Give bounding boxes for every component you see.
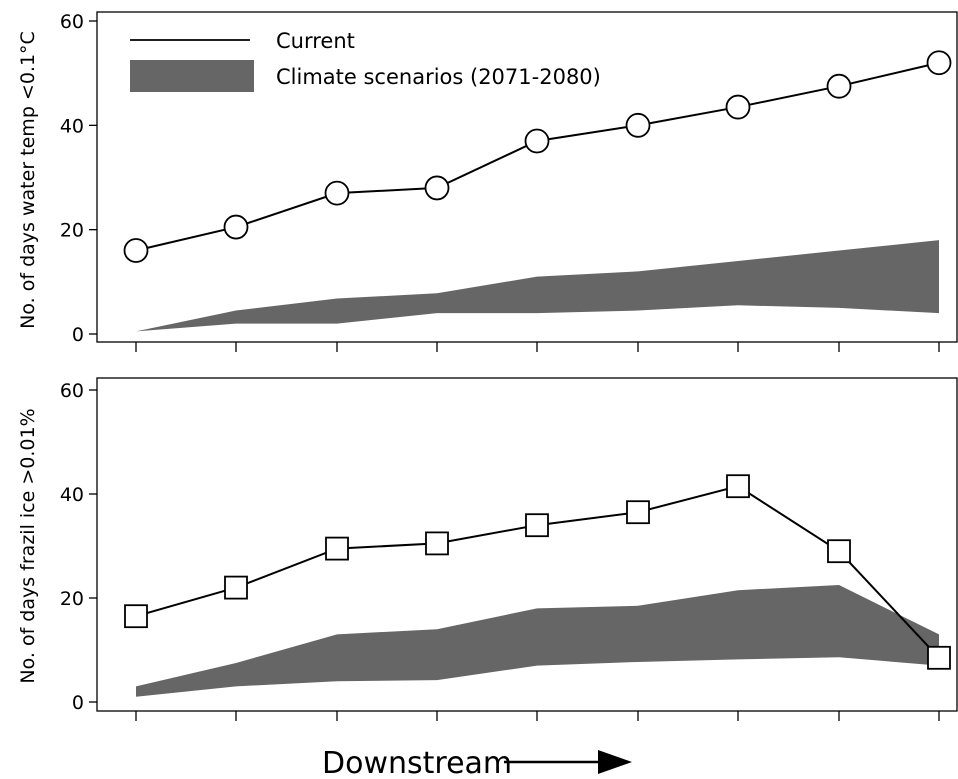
plot-frame-top [96, 11, 958, 343]
x-ticks-bottom [135, 711, 940, 721]
panel-water-temp: 0 20 40 60 No. of days water temp <0.1°C Cu… [17, 11, 958, 352]
legend: Current Climate scenarios (2071-2080) [130, 29, 601, 92]
y-tick-label: 40 [60, 484, 84, 506]
y-tick-label: 0 [72, 692, 84, 714]
y-tick-label: 40 [60, 115, 84, 137]
data-point [725, 94, 751, 120]
data-point [826, 73, 852, 99]
data-point [425, 531, 449, 556]
y-tick-label: 60 [60, 380, 84, 402]
x-axis-caption: Downstream [322, 746, 632, 779]
panel-frazil-ice: 0 20 40 60 No. of days frazil ice >0.01% [17, 377, 958, 721]
data-point [224, 575, 248, 600]
data-point [525, 513, 549, 538]
current-line [135, 61, 940, 252]
data-point [926, 50, 952, 76]
y-axis-label-top: No. of days water temp <0.1°C [17, 31, 39, 329]
climate-scenario-band [136, 585, 939, 697]
data-point [223, 214, 249, 240]
y-ticks-bottom: 0 20 40 60 [60, 380, 97, 714]
x-ticks-top [135, 342, 940, 352]
climate-band-top [136, 240, 939, 332]
data-point [626, 500, 650, 525]
y-tick-label: 60 [60, 11, 84, 33]
downstream-label: Downstream [322, 746, 512, 779]
data-point [123, 238, 149, 263]
current-series-bottom [124, 474, 951, 670]
data-point [524, 128, 550, 154]
data-point [927, 645, 951, 670]
data-point [325, 536, 349, 561]
climate-scenario-band [136, 240, 939, 332]
data-point [726, 474, 750, 499]
data-point [625, 112, 651, 138]
y-axis-label-bottom: No. of days frazil ice >0.01% [17, 408, 39, 683]
legend-scenario-label: Climate scenarios (2071-2080) [276, 65, 601, 89]
data-point [424, 175, 450, 201]
y-ticks-top: 0 20 40 60 [60, 11, 97, 346]
y-tick-label: 20 [60, 220, 84, 242]
y-tick-label: 0 [72, 324, 84, 346]
downstream-arrow-icon [598, 750, 632, 774]
data-point [124, 604, 148, 629]
plot-frame-bottom [96, 377, 958, 712]
data-point [827, 539, 851, 564]
climate-band-bottom [136, 585, 939, 697]
current-series-top [123, 50, 952, 263]
legend-scenario-swatch [130, 60, 254, 92]
y-tick-label: 20 [60, 588, 84, 610]
legend-current-label: Current [276, 29, 355, 53]
data-point [324, 180, 350, 206]
